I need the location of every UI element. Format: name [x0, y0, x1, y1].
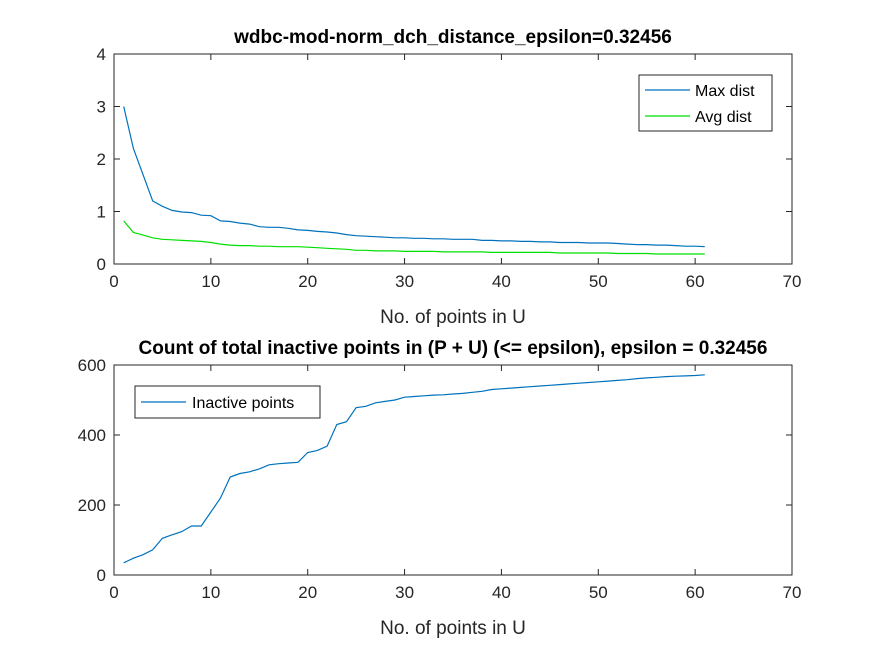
legend-label-inactive-points: Inactive points: [192, 395, 294, 412]
y-tick-label: 2: [97, 150, 106, 169]
y-tick-label: 1: [97, 203, 106, 222]
subplot-top: wdbc-mod-norm_dch_distance_epsilon=0.324…: [97, 27, 802, 328]
y-tick-label: 0: [97, 566, 106, 585]
x-tick-label: 30: [395, 272, 414, 291]
x-tick-label: 30: [395, 583, 414, 602]
series-lines: [123, 106, 705, 255]
subplot-bottom: Count of total inactive points in (P + U…: [78, 338, 802, 639]
x-tick-label: 40: [492, 272, 511, 291]
x-tick-label: 60: [686, 272, 705, 291]
axis-ticks: 0 10 20 30 40 50 60 70 0 1 2 3 4: [97, 45, 802, 291]
legend-box: [638, 74, 773, 132]
x-tick-label: 10: [201, 583, 220, 602]
series-line-max-dist: [123, 106, 705, 248]
x-tick-label: 20: [298, 272, 317, 291]
series-line-inactive-points: [123, 374, 705, 564]
y-tick-label: 400: [78, 426, 106, 445]
x-tick-label: 0: [109, 583, 118, 602]
chart-title: wdbc-mod-norm_dch_distance_epsilon=0.324…: [233, 27, 672, 48]
x-tick-label: 70: [783, 272, 802, 291]
legend-label-max-dist: Max dist: [695, 83, 755, 100]
legend: Max dist Avg dist: [638, 74, 773, 132]
y-tick-label: 0: [97, 255, 106, 274]
x-tick-label: 60: [686, 583, 705, 602]
x-axis-label: No. of points in U: [380, 307, 526, 328]
y-tick-label: 4: [97, 45, 106, 64]
series-lines: [123, 374, 705, 564]
x-tick-label: 70: [783, 583, 802, 602]
axis-ticks: 0 10 20 30 40 50 60 70 0 200 400 600: [78, 356, 802, 602]
x-axis-label: No. of points in U: [380, 618, 526, 639]
x-tick-label: 50: [589, 272, 608, 291]
x-tick-label: 50: [589, 583, 608, 602]
y-tick-label: 200: [78, 496, 106, 515]
y-tick-label: 3: [97, 98, 106, 117]
legend-label-avg-dist: Avg dist: [695, 109, 752, 126]
chart-title: Count of total inactive points in (P + U…: [139, 338, 768, 359]
x-tick-label: 20: [298, 583, 317, 602]
x-tick-label: 10: [201, 272, 220, 291]
series-line-avg-dist: [123, 220, 705, 255]
y-tick-label: 600: [78, 356, 106, 375]
legend: Inactive points: [134, 385, 321, 419]
x-tick-label: 40: [492, 583, 511, 602]
x-tick-label: 0: [109, 272, 118, 291]
